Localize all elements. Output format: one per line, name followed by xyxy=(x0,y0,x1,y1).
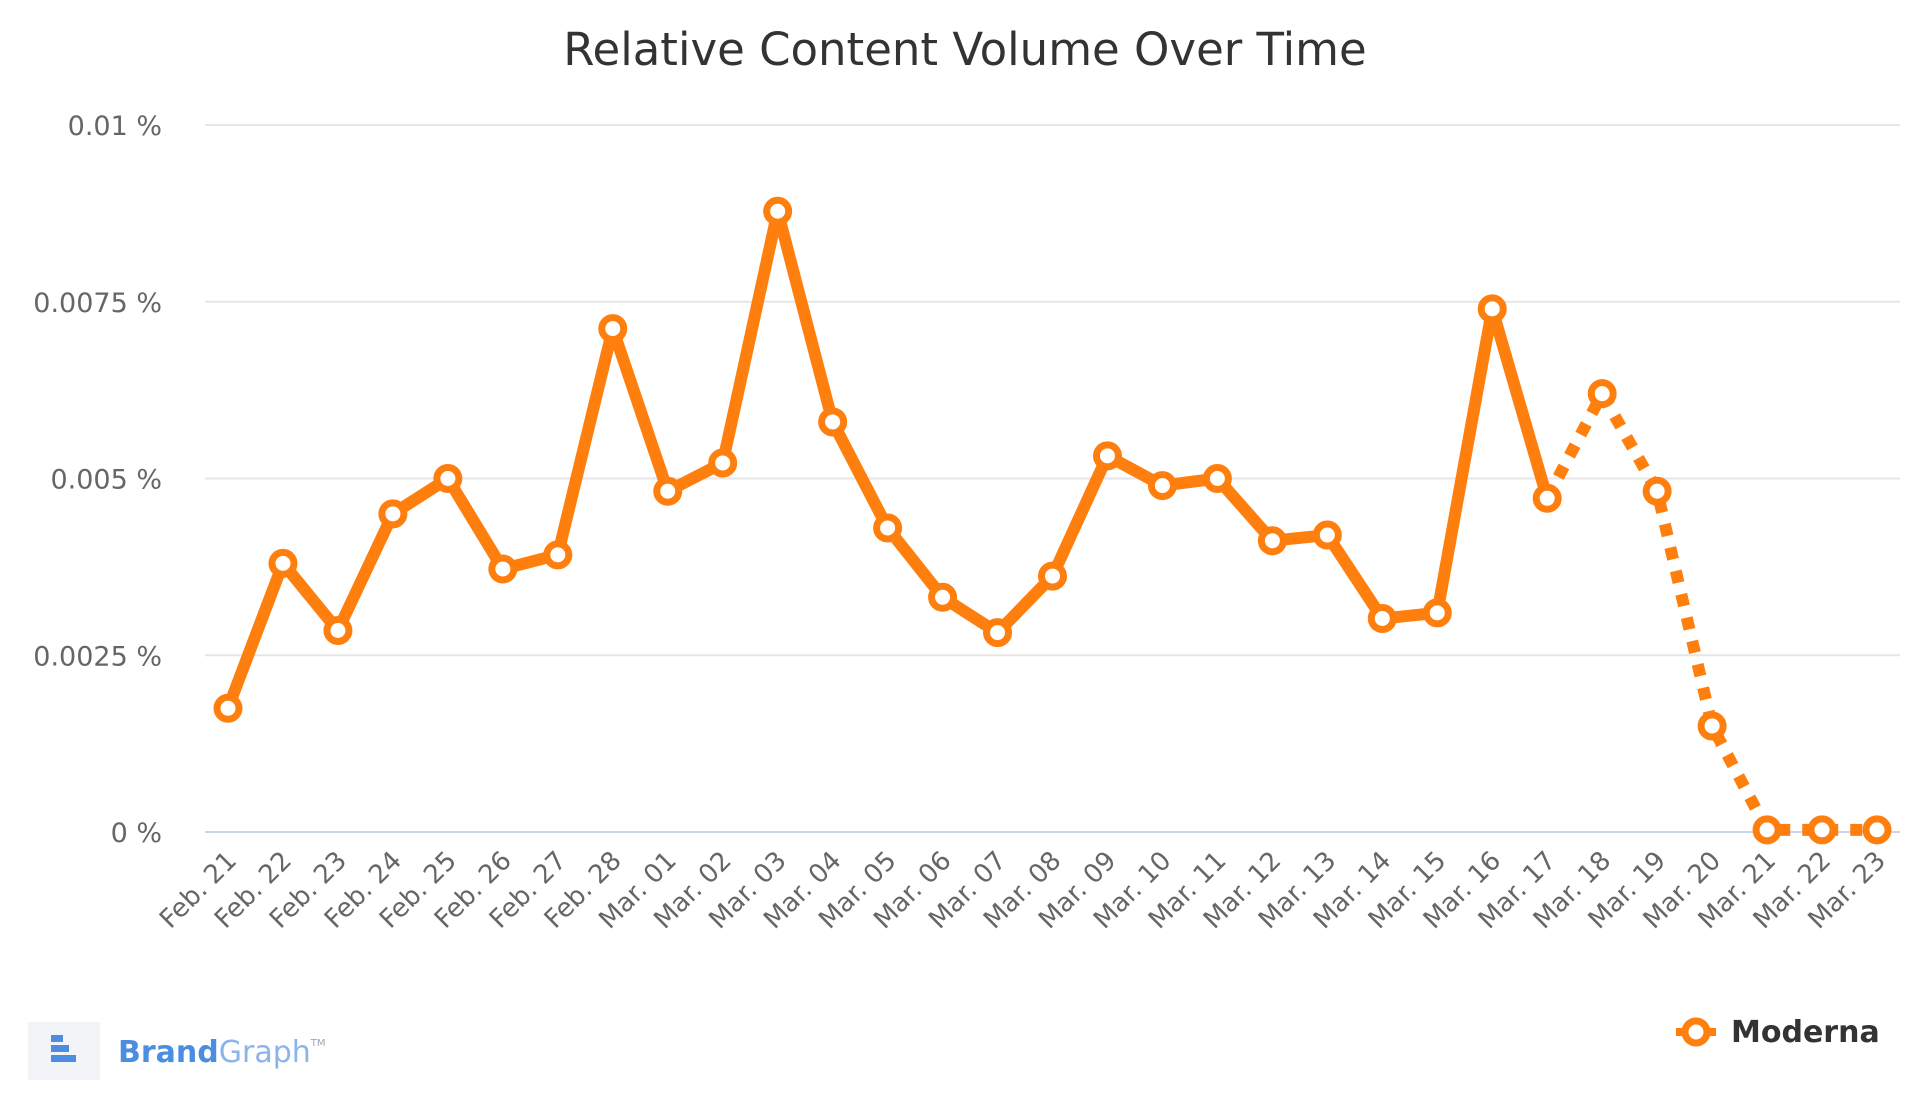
data-point[interactable] xyxy=(1147,471,1177,501)
data-point[interactable] xyxy=(378,499,408,529)
data-point[interactable] xyxy=(1532,483,1562,513)
grid-lines xyxy=(205,124,1900,833)
data-point[interactable] xyxy=(763,196,793,226)
legend-label-moderna: Moderna xyxy=(1731,1015,1880,1050)
data-point[interactable] xyxy=(323,616,353,646)
data-point[interactable] xyxy=(1092,441,1122,471)
data-point[interactable] xyxy=(433,464,463,493)
data-point[interactable] xyxy=(983,618,1013,648)
legend-marker-icon xyxy=(1681,1017,1711,1047)
brandgraph-logo-icon xyxy=(28,1022,100,1080)
brandgraph-logo: BrandGraphTM xyxy=(28,1022,326,1080)
data-point[interactable] xyxy=(1477,294,1507,324)
data-point[interactable] xyxy=(708,448,738,478)
series-moderna[interactable] xyxy=(213,196,1892,845)
data-point[interactable] xyxy=(1422,598,1452,628)
data-point[interactable] xyxy=(1587,379,1617,409)
data-point[interactable] xyxy=(1257,526,1287,556)
data-point[interactable] xyxy=(1807,815,1837,845)
data-point[interactable] xyxy=(1312,520,1342,550)
data-point[interactable] xyxy=(873,513,903,543)
data-point[interactable] xyxy=(928,582,958,612)
series-line-projected xyxy=(1541,381,1877,836)
data-point[interactable] xyxy=(818,407,848,437)
y-tick-label: 0 % xyxy=(111,818,162,849)
data-point[interactable] xyxy=(1202,464,1232,493)
data-point[interactable] xyxy=(598,314,628,344)
y-tick-label: 0.005 % xyxy=(50,465,162,496)
data-point[interactable] xyxy=(268,548,298,578)
data-point[interactable] xyxy=(1367,603,1397,633)
data-point[interactable] xyxy=(653,476,683,506)
data-point[interactable] xyxy=(213,693,243,723)
y-tick-label: 0.0075 % xyxy=(33,288,162,319)
data-point[interactable] xyxy=(543,540,573,570)
y-tick-label: 0.01 % xyxy=(68,111,162,142)
y-axis: 0 % 0.0025 % 0.005 % 0.0075 % 0.01 % xyxy=(33,111,162,849)
data-point[interactable] xyxy=(1697,711,1727,741)
data-point[interactable] xyxy=(488,554,518,584)
data-point[interactable] xyxy=(1038,561,1067,591)
data-point[interactable] xyxy=(1862,815,1892,845)
data-point[interactable] xyxy=(1752,815,1782,845)
chart-title: Relative Content Volume Over Time xyxy=(563,23,1366,76)
series-line-solid xyxy=(222,205,1554,715)
brandgraph-logo-text: BrandGraphTM xyxy=(118,1035,326,1070)
y-tick-label: 0.0025 % xyxy=(33,641,162,672)
legend[interactable]: Moderna xyxy=(1676,1015,1880,1050)
data-point[interactable] xyxy=(1642,476,1672,506)
